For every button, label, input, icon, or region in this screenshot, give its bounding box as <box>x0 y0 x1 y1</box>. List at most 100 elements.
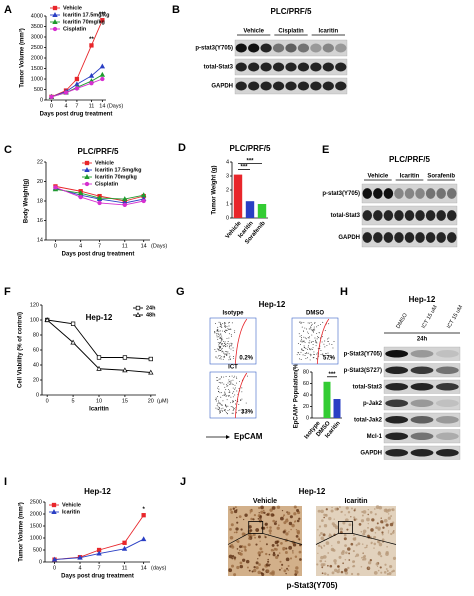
flow-dot <box>321 341 323 343</box>
flow-dot <box>223 345 225 347</box>
ihc-cell <box>352 564 356 568</box>
flow-dot <box>308 348 310 350</box>
ihc-cell <box>321 566 324 569</box>
ihc-cell <box>285 547 288 550</box>
flow-dot <box>241 398 243 400</box>
marker <box>63 90 69 95</box>
flow-dot <box>230 396 232 398</box>
flow-dot <box>232 392 233 394</box>
x-axis-label: Days post drug treatment <box>40 112 113 118</box>
flow-dot <box>320 324 321 325</box>
row-label: Mcl-1 <box>367 434 383 440</box>
ihc-cell <box>268 529 272 533</box>
flow-dot <box>227 409 229 411</box>
ihc-cell <box>323 516 326 519</box>
band <box>335 62 347 72</box>
flow-dot <box>306 348 308 350</box>
flow-dot <box>224 342 226 344</box>
flow-dot <box>307 357 308 359</box>
flow-dot <box>217 406 219 408</box>
ihc-cell <box>348 559 351 561</box>
band <box>425 210 436 221</box>
flow-dot <box>316 353 318 355</box>
flow-dot <box>229 345 231 347</box>
flow-dot <box>300 334 302 336</box>
band <box>272 81 285 91</box>
ihc-cell <box>367 523 370 525</box>
flow-dot <box>222 345 224 347</box>
marker <box>100 18 105 23</box>
ihc-cell <box>387 513 390 515</box>
flow-dot <box>220 333 222 335</box>
ihc-cell <box>265 552 268 556</box>
flow-dot <box>232 387 234 389</box>
ihc-cell <box>278 524 280 527</box>
ihc-cell <box>333 559 337 563</box>
band <box>446 210 457 221</box>
flow-dot <box>247 375 248 377</box>
band <box>383 232 394 243</box>
y-tick-label: 3500 <box>31 24 43 30</box>
flow-dot <box>238 410 240 412</box>
ihc-cell <box>253 566 256 569</box>
flow-dot <box>327 340 329 342</box>
flow-dot <box>318 337 319 338</box>
ihc-cell <box>344 544 347 548</box>
flow-dot <box>318 332 320 334</box>
flow-dot <box>214 331 216 333</box>
y-tick-label: 40 <box>303 392 309 398</box>
ihc-cell <box>347 511 351 514</box>
flow-dot <box>225 405 227 407</box>
flow-dot <box>238 388 240 389</box>
band <box>235 81 247 91</box>
flow-dot <box>317 348 319 350</box>
ihc-cell <box>276 526 280 530</box>
group-label: Vehicle <box>243 29 264 35</box>
band <box>322 81 334 91</box>
flow-dot <box>308 337 310 339</box>
ihc-cell <box>260 505 264 510</box>
flow-dot <box>228 321 230 323</box>
marker <box>52 26 58 32</box>
flow-dot <box>312 330 314 332</box>
ihc-cell <box>390 515 393 518</box>
marker <box>70 321 76 326</box>
x-tick-label: 11 <box>122 243 128 249</box>
ihc-cell <box>328 516 332 521</box>
ihc-cell <box>380 520 384 524</box>
ihc-cell <box>286 511 291 515</box>
flow-dot <box>216 377 218 378</box>
ihc-cell <box>284 551 288 554</box>
x-tick-label: 14 <box>141 565 147 571</box>
flow-dot <box>234 388 236 390</box>
ihc-cell <box>229 508 233 511</box>
ihc-cell <box>271 543 275 547</box>
ihc-cell <box>345 551 348 554</box>
ihc-cell <box>357 542 361 546</box>
flow-dot <box>298 333 300 335</box>
flow-label: DMSO <box>306 311 324 317</box>
flow-dot <box>301 322 303 323</box>
ihc-cell <box>384 563 387 566</box>
flow-dot <box>224 321 225 323</box>
chart-title: Hep-12 <box>86 313 113 322</box>
ihc-cell <box>293 512 297 516</box>
ihc-cell <box>355 518 358 521</box>
ihc-cell <box>377 569 380 572</box>
flow-dot <box>216 330 218 332</box>
ihc-cell <box>281 563 284 566</box>
flow-dot <box>313 351 315 353</box>
flow-dot <box>230 406 232 408</box>
flow-dot <box>219 347 221 349</box>
ihc-cell <box>383 518 388 523</box>
time-label: 24h <box>417 337 428 343</box>
ihc-cell <box>323 572 327 575</box>
flow-dot <box>303 336 305 338</box>
flow-dot <box>229 358 231 360</box>
ihc-cell <box>270 513 275 517</box>
flow-dot <box>222 322 224 324</box>
marker <box>52 12 58 17</box>
flow-dot <box>323 343 325 345</box>
flow-dot <box>216 334 218 336</box>
ihc-cell <box>292 552 294 554</box>
